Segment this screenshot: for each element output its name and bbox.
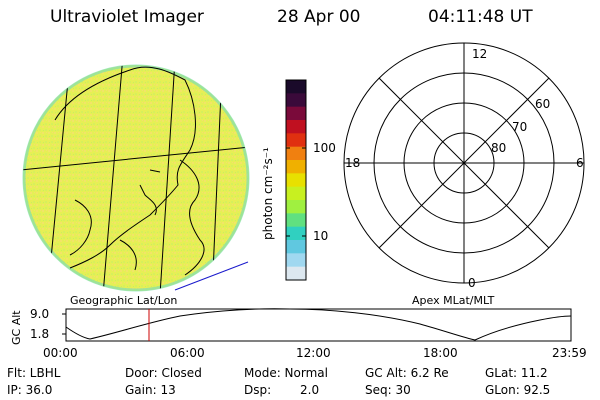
instrument-title: Ultraviolet Imager — [50, 7, 204, 27]
lat-label-80: 80 — [491, 141, 507, 155]
terminator-line — [174, 261, 249, 291]
info-filter: Flt: LBHL — [7, 366, 61, 380]
info-door: Door: Closed — [125, 366, 202, 380]
uv-image — [22, 64, 250, 292]
info-seq: Seq: 30 — [365, 383, 411, 397]
orbit-xtick-3: 18:00 — [423, 346, 458, 360]
polar-caption: Apex MLat/MLT — [412, 294, 495, 307]
orbit-ylabel: GC Alt — [10, 310, 23, 345]
orbit-ytick-high: 9.0 — [30, 307, 50, 321]
info-gain: Gain: 13 — [125, 383, 176, 397]
orbit-xtick-2: 12:00 — [296, 346, 331, 360]
color-scale-segment — [286, 186, 306, 201]
color-scale-frame — [285, 79, 307, 281]
coastline-overlay — [54, 66, 205, 276]
color-scale-segment — [286, 106, 306, 121]
info-glat: GLat: 11.2 — [485, 366, 548, 380]
image-caption: Geographic Lat/Lon — [70, 294, 178, 307]
colorbar-unit-label: photon cm⁻²s⁻¹ — [261, 147, 275, 240]
color-scale-segment — [286, 253, 306, 268]
lat-label-70: 70 — [512, 120, 528, 134]
orbit-xtick-0: 00:00 — [43, 346, 78, 360]
info-gc-alt: GC Alt: 6.2 Re — [365, 366, 449, 380]
color-scale-segment — [286, 80, 306, 94]
orbit-ytick-low: 1.8 — [30, 327, 50, 341]
color-scale-segment — [286, 160, 306, 174]
color-scale-segment — [286, 200, 306, 214]
info-dsp-value: 2.0 — [300, 383, 320, 397]
mlt-label-6: 6 — [576, 156, 584, 170]
info-glon: GLon: 92.5 — [485, 383, 551, 397]
color-scale-segment — [286, 266, 306, 281]
color-scale-segment — [286, 133, 306, 148]
time-label: 04:11:48 UT — [428, 7, 533, 27]
color-scale-segment — [286, 93, 306, 108]
color-scale-segment — [286, 226, 306, 241]
mlt-label-18: 18 — [345, 156, 361, 170]
color-scale-segment — [286, 120, 306, 134]
info-mode: Mode: Normal — [244, 366, 328, 380]
polar-plot — [343, 42, 585, 284]
color-scale-segment — [286, 240, 306, 254]
info-ip: IP: 36.0 — [7, 383, 53, 397]
date-label: 28 Apr 00 — [277, 7, 361, 27]
lat-lon-grid — [23, 65, 249, 291]
lat-label-60: 60 — [535, 97, 551, 111]
orbit-xtick-4: 23:59 — [552, 346, 587, 360]
colorbar-tick-100: 100 — [313, 141, 336, 155]
color-scale-segment — [286, 213, 306, 228]
color-scale-bar — [286, 80, 306, 281]
mlt-label-12: 12 — [472, 47, 488, 61]
color-scale-segment — [286, 173, 306, 188]
color-scale-segment — [286, 146, 306, 161]
orbit-plot — [62, 308, 572, 342]
orbit-xtick-1: 06:00 — [170, 346, 205, 360]
info-dsp-label: Dsp: — [244, 383, 272, 397]
mlt-label-0: 0 — [468, 276, 476, 290]
colorbar-tick-10: 10 — [313, 229, 329, 243]
